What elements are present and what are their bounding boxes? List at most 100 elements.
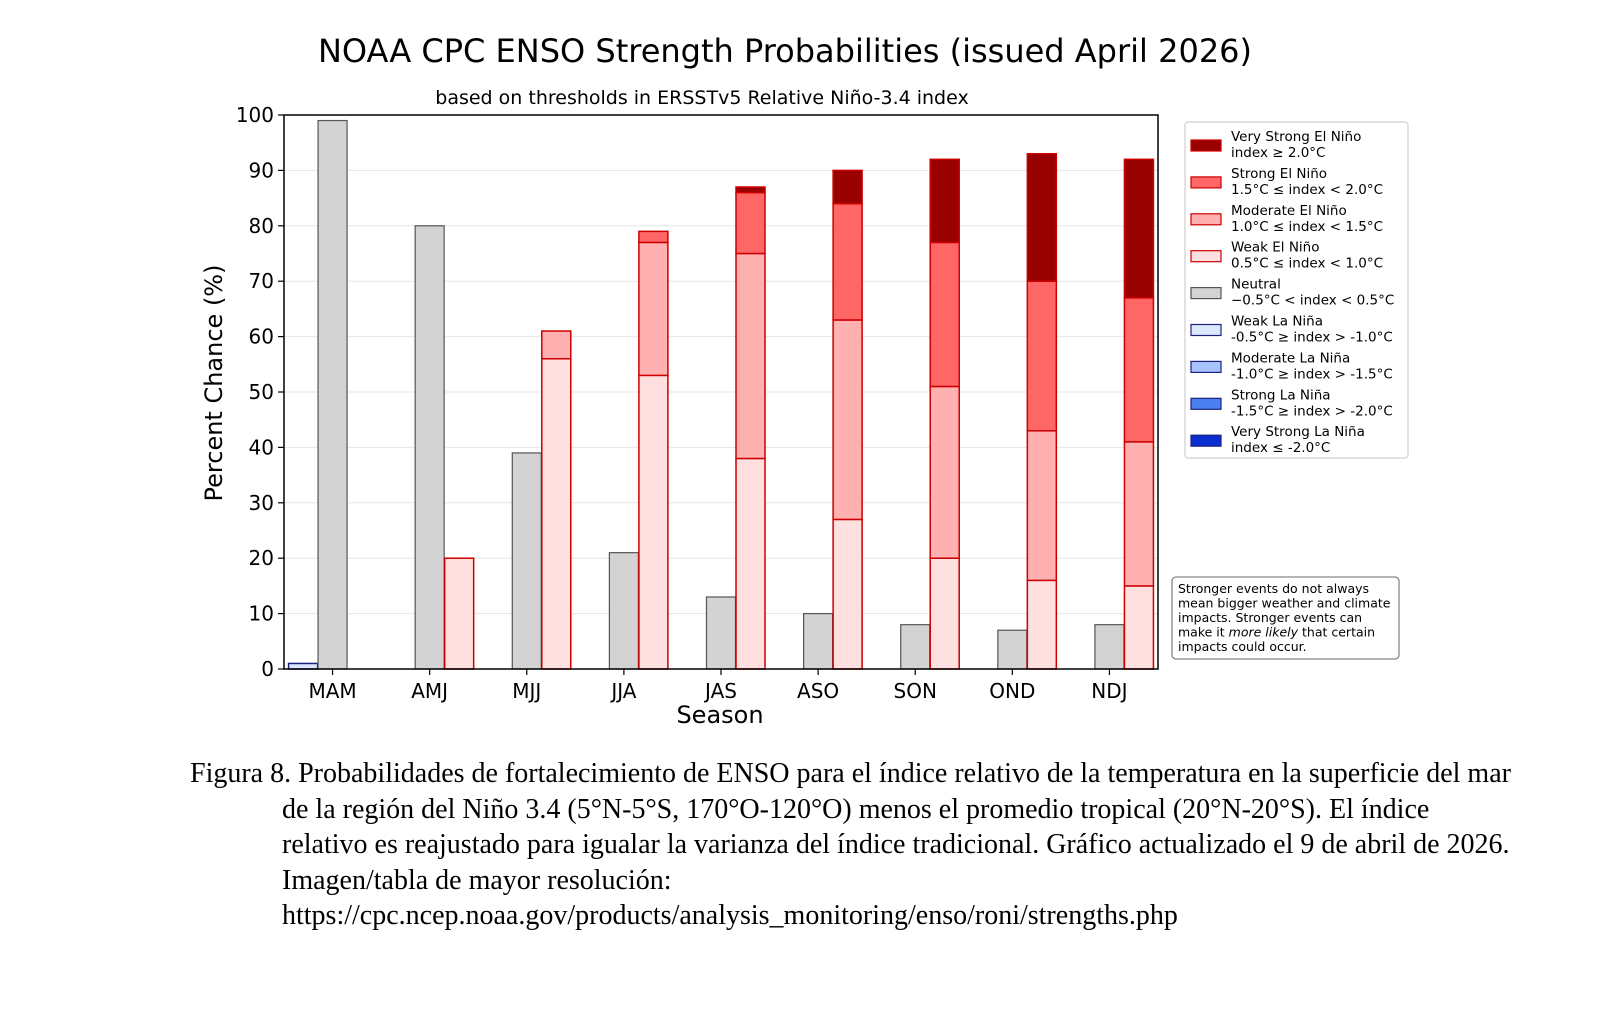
bar-segment (1123, 585, 1155, 670)
legend-range: -1.0°C ≥ index > -1.5°C (1231, 366, 1393, 382)
legend-swatch (1190, 139, 1222, 152)
y-tick-label: 0 (261, 657, 274, 681)
legend-range: index ≥ 2.0°C (1231, 145, 1325, 161)
y-tick-label: 60 (249, 325, 274, 349)
bar-segment (1123, 158, 1155, 299)
bar-segment (929, 557, 960, 670)
bar-segment (638, 230, 669, 244)
bar-segment (1026, 579, 1058, 670)
legend-swatch (1190, 250, 1222, 263)
bar-segment (1094, 624, 1125, 670)
y-tick-label: 50 (249, 380, 274, 404)
bar-segment (735, 186, 766, 194)
legend-label: Weak El Niño (1231, 240, 1319, 256)
caption-line: Figura 8. Probabilidades de fortalecimie… (190, 758, 1275, 789)
note-text: Stronger events do not always mean bigge… (1178, 581, 1394, 654)
x-tick-label: ASO (797, 679, 839, 703)
bar-segment (414, 225, 445, 670)
bar-segment (317, 119, 348, 670)
bar-segment (443, 557, 475, 670)
x-tick-label: MAM (308, 679, 356, 703)
bar-segment (1026, 430, 1058, 582)
bar-segment (638, 241, 669, 377)
bar-segment (832, 202, 863, 321)
legend-swatch (1190, 434, 1222, 447)
x-tick-label: MJJ (512, 679, 541, 703)
axes: 0 10 20 30 40 50 60 70 80 90 100 MAM AMJ MJJ JJA JAS ASO… (236, 103, 1159, 703)
bar-segment (1026, 153, 1058, 282)
y-tick-label: 30 (249, 491, 274, 515)
plot-frame (283, 114, 1159, 670)
legend-swatch (1190, 323, 1222, 337)
legend-label: Strong La Niña (1231, 387, 1331, 403)
legend-label: Moderate El Niño (1231, 203, 1347, 219)
bar-segment (832, 169, 863, 205)
chart-title: NOAA CPC ENSO Strength Probabilities (is… (318, 32, 1252, 70)
caption-line: del índice tradicional. Gráfico actualiz… (282, 829, 1510, 896)
y-tick-label: 70 (249, 269, 274, 293)
legend-label: Neutral (1231, 277, 1281, 293)
bar-segment (705, 596, 737, 670)
bar-segment (735, 457, 766, 670)
note-box: Stronger events do not always mean bigge… (1171, 576, 1400, 660)
y-tick-label: 80 (249, 214, 274, 238)
bars (287, 119, 1155, 670)
legend-swatch (1190, 397, 1222, 410)
caption-line: promedio tropical (20°N-20°S). El índice… (282, 793, 1430, 861)
legend-range: −0.5°C < index < 0.5°C (1231, 293, 1394, 309)
caption-url: https://cpc.ncep.noaa.gov/products/analy… (282, 900, 1178, 931)
legend-range: 1.5°C ≤ index < 2.0°C (1231, 182, 1383, 198)
bar-segment (638, 374, 669, 670)
bar-segment (608, 552, 639, 670)
legend-range: 1.0°C ≤ index < 1.5°C (1231, 219, 1383, 235)
x-tick-label: OND (989, 679, 1035, 703)
bar-segment (900, 624, 931, 670)
legend-range: index ≤ -2.0°C (1231, 440, 1330, 456)
chart-subtitle: based on thresholds in ERSSTv5 Relative … (435, 87, 968, 109)
bar-segment (929, 385, 960, 559)
bar-segment (929, 241, 960, 388)
legend-label: Strong El Niño (1231, 166, 1327, 182)
legend-box (1184, 121, 1409, 459)
bar-segment (287, 662, 319, 670)
bar-segment (541, 330, 572, 360)
y-tick-label: 90 (249, 158, 274, 182)
legend-label: Very Strong El Niño (1231, 129, 1361, 145)
bar-segment (1026, 280, 1058, 432)
x-tick-label: SON (894, 679, 937, 703)
y-tick-label: 40 (249, 435, 274, 459)
bar-segment (997, 629, 1028, 670)
x-tick-label: JAS (703, 679, 737, 703)
legend-range: -0.5°C ≥ index > -1.0°C (1231, 330, 1393, 346)
x-axis-label: Season (676, 701, 763, 729)
y-axis-label: Percent Chance (%) (200, 265, 228, 502)
x-tick-label: NDJ (1091, 679, 1127, 703)
legend-swatch (1190, 287, 1222, 300)
bar-segment (832, 518, 863, 670)
y-tick-label: 20 (249, 546, 274, 570)
bar-segment (541, 358, 572, 670)
legend-range: 0.5°C ≤ index < 1.0°C (1231, 256, 1383, 272)
bar-segment (832, 319, 863, 521)
legend-swatch (1190, 176, 1222, 189)
caption-line: la superficie del mar de la región del N… (282, 758, 1511, 825)
bar-segment (803, 612, 834, 670)
x-tick-label: AMJ (411, 679, 448, 703)
bar-segment (735, 191, 766, 255)
legend-label: Moderate La Niña (1231, 350, 1350, 366)
y-tick-label: 100 (236, 103, 274, 127)
legend-swatch (1190, 213, 1222, 226)
enso-chart: NOAA CPC ENSO Strength Probabilities (is… (200, 32, 1409, 729)
figure-caption: Figura 8. Probabilidades de fortalecimie… (190, 756, 1512, 934)
bar-segment (929, 158, 960, 244)
caption-line: resolución: (547, 864, 672, 896)
legend-label: Very Strong La Niña (1231, 424, 1365, 440)
bar-segment (1123, 441, 1155, 587)
x-tick-label: JJA (609, 679, 636, 703)
bar-segment (735, 252, 766, 460)
legend-swatch (1190, 360, 1222, 373)
legend-range: -1.5°C ≥ index > -2.0°C (1231, 403, 1393, 419)
legend-label: Weak La Niña (1231, 314, 1323, 330)
bar-segment (511, 452, 542, 670)
